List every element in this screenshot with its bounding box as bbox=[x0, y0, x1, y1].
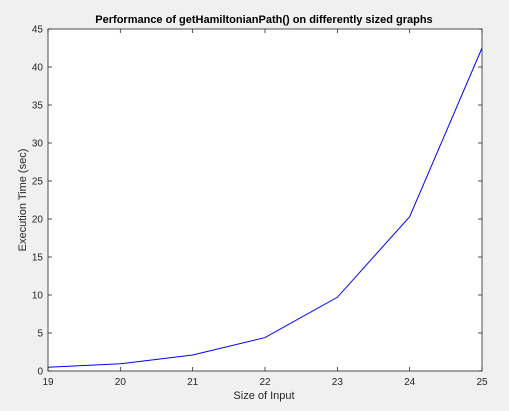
data-point bbox=[337, 297, 338, 298]
y-tick-label: 40 bbox=[32, 63, 44, 74]
y-tick-label: 20 bbox=[32, 215, 44, 226]
data-point bbox=[409, 216, 410, 217]
x-tick-label: 19 bbox=[42, 377, 54, 388]
series-line-0 bbox=[47, 47, 483, 368]
y-tick-label: 5 bbox=[37, 329, 43, 340]
x-axis-ticks: 19 20 21 22 23 24 25 bbox=[42, 29, 488, 388]
chart-title: Performance of getHamiltonianPath() on d… bbox=[95, 14, 432, 26]
data-point bbox=[120, 363, 121, 364]
data-point bbox=[265, 337, 266, 338]
x-tick-label: 22 bbox=[259, 377, 271, 388]
y-axis-ticks: 0 5 10 15 20 25 30 35 40 45 bbox=[32, 25, 482, 378]
y-tick-label: 25 bbox=[32, 177, 44, 188]
x-tick-label: 20 bbox=[115, 377, 127, 388]
x-axis-label: Size of Input bbox=[233, 390, 294, 402]
y-tick-label: 45 bbox=[32, 25, 44, 36]
x-tick-label: 25 bbox=[476, 377, 488, 388]
x-tick-label: 24 bbox=[404, 377, 416, 388]
data-point bbox=[192, 355, 193, 356]
y-tick-label: 0 bbox=[37, 367, 43, 378]
y-tick-label: 35 bbox=[32, 101, 44, 112]
y-axis-label: Execution Time (sec) bbox=[17, 149, 29, 252]
plot-area bbox=[48, 29, 482, 371]
y-tick-label: 30 bbox=[32, 139, 44, 150]
series-layer bbox=[47, 47, 483, 368]
x-tick-label: 23 bbox=[332, 377, 344, 388]
y-tick-label: 10 bbox=[32, 291, 44, 302]
x-tick-label: 21 bbox=[187, 377, 199, 388]
y-tick-label: 15 bbox=[32, 253, 44, 264]
